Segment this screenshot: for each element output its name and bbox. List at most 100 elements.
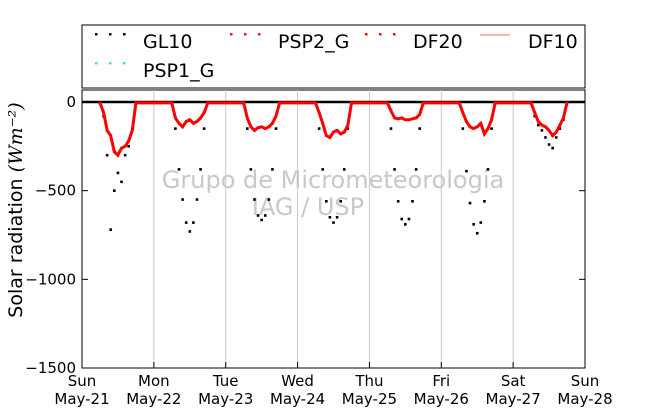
data-point	[317, 127, 321, 130]
data-point	[389, 109, 393, 113]
data-point	[468, 125, 472, 129]
legend-swatch	[379, 33, 382, 36]
data-point	[278, 101, 281, 105]
data-point	[529, 101, 533, 105]
data-point	[123, 153, 127, 157]
legend-label: DF10	[528, 31, 578, 53]
data-point	[120, 146, 123, 150]
data-point	[260, 218, 263, 222]
data-point	[335, 215, 339, 219]
legend-swatch	[95, 62, 98, 65]
data-point	[551, 146, 554, 150]
data-point	[479, 121, 483, 125]
watermark-line-2: IAG / USP	[252, 193, 364, 221]
data-point	[184, 120, 188, 123]
legend-label: DF20	[413, 31, 463, 53]
data-point	[328, 215, 332, 219]
data-point	[321, 168, 325, 171]
data-point	[202, 127, 206, 130]
data-point	[328, 136, 332, 139]
y-tick-label: 0	[66, 93, 76, 111]
data-point	[113, 150, 116, 153]
data-point	[540, 123, 544, 127]
data-point	[271, 121, 274, 125]
data-point	[393, 116, 396, 120]
x-tick-label-day: Wed	[281, 372, 314, 390]
y-tick-label: −1000	[25, 270, 76, 288]
x-tick-label-date: May-23	[198, 390, 253, 408]
data-point	[109, 228, 113, 231]
data-point	[536, 123, 540, 127]
data-point	[317, 111, 321, 114]
y-tick-label: −500	[35, 182, 76, 200]
data-point	[486, 127, 490, 130]
data-point	[109, 134, 113, 137]
data-point	[123, 145, 127, 148]
data-point	[342, 168, 346, 171]
legend-swatch	[123, 33, 126, 36]
data-point	[547, 143, 551, 146]
data-point	[493, 101, 497, 105]
data-point	[267, 125, 271, 129]
data-point	[490, 118, 493, 122]
legend-swatch	[109, 62, 112, 65]
data-point	[554, 136, 558, 139]
x-tick-label-day: Fri	[432, 372, 450, 390]
data-point	[113, 189, 116, 192]
data-point	[558, 123, 562, 127]
data-point	[170, 101, 174, 105]
watermark: Grupo de Micrometeorologia IAG / USP	[162, 166, 504, 221]
x-tick-label-date: May-25	[342, 390, 397, 408]
x-tick-label-day: Thu	[354, 372, 383, 390]
data-point	[249, 168, 253, 171]
data-point	[407, 217, 411, 221]
data-point	[177, 121, 181, 125]
data-point	[184, 221, 188, 224]
legend-swatch	[365, 33, 368, 36]
data-point	[256, 214, 260, 217]
data-point	[547, 129, 551, 132]
data-point	[192, 221, 195, 224]
x-tick-label-date: May-22	[126, 390, 181, 408]
data-point	[249, 125, 253, 129]
legend-swatch	[244, 33, 247, 36]
data-point	[490, 127, 493, 130]
y-tick-label: −1500	[25, 359, 76, 377]
x-tick-label-day: Sat	[501, 372, 526, 390]
data-point	[339, 132, 342, 136]
data-point	[245, 116, 249, 120]
data-point	[400, 217, 404, 221]
data-point	[195, 120, 199, 123]
data-point	[472, 127, 475, 130]
data-point	[260, 125, 263, 129]
data-point	[544, 125, 547, 129]
data-point	[181, 125, 184, 129]
data-point	[396, 117, 400, 121]
data-point	[475, 231, 479, 235]
data-point	[188, 230, 192, 233]
data-point	[350, 101, 353, 105]
x-tick-label-date: May-27	[486, 390, 541, 408]
data-point	[533, 111, 536, 114]
data-point	[199, 116, 202, 120]
data-point	[562, 116, 565, 120]
data-point	[177, 168, 181, 171]
data-point	[411, 117, 414, 121]
data-point	[457, 101, 461, 105]
data-point	[253, 129, 256, 132]
data-point	[267, 198, 271, 201]
data-point	[472, 223, 475, 226]
x-tick-label-date: May-24	[270, 390, 325, 408]
data-point	[540, 129, 544, 132]
data-point	[339, 200, 342, 203]
data-point	[256, 126, 260, 130]
data-point	[120, 180, 123, 184]
data-point	[202, 111, 206, 114]
data-point	[465, 120, 468, 123]
data-point	[461, 127, 465, 130]
data-point	[346, 123, 350, 127]
data-point	[414, 168, 418, 171]
legend-swatch	[123, 62, 126, 65]
y-axis-label: Solar radiation (Wm⁻²)	[5, 102, 27, 317]
data-point	[195, 198, 199, 201]
